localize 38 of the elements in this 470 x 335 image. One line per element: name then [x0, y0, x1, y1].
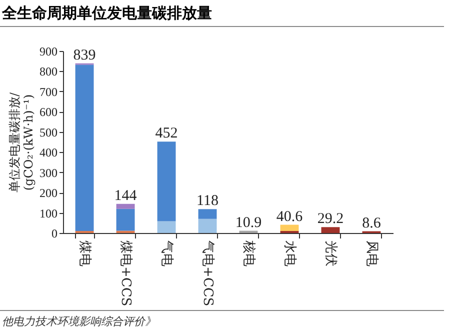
x-tick-label: 气电	[159, 240, 174, 266]
x-tick-label: 煤电+CCS	[118, 240, 134, 306]
y-tick-label: 500	[40, 125, 58, 140]
y-tick-label: 200	[40, 186, 58, 200]
x-tick-label: 光伏	[322, 240, 338, 266]
x-tick-label: 气电+CCS	[200, 240, 216, 306]
y-tick-label: 100	[40, 206, 58, 220]
bar	[280, 224, 299, 231]
bar	[116, 208, 135, 231]
total-label: 29.2	[317, 211, 344, 228]
total-label: 8.6	[362, 215, 382, 232]
total-label: 839	[73, 47, 96, 64]
chart-title: 全生命周期单位发电量碳排放量	[0, 0, 444, 27]
y-tick-label: 300	[40, 166, 58, 180]
y-axis-title: 单位发电量碳排放/ (gCO₂·(kW·h)⁻¹)	[8, 92, 36, 193]
text: 他电力技术环境影响综合评价》	[0, 310, 444, 332]
bar	[198, 218, 217, 233]
total-label: 40.6	[276, 208, 304, 225]
bar	[321, 227, 340, 233]
total-label: 118	[196, 193, 218, 210]
y-tick-label: 0	[52, 226, 58, 240]
bar	[157, 221, 176, 233]
bar	[198, 209, 217, 219]
y-tick-label: 400	[40, 146, 58, 160]
y-tick-label: 900	[40, 44, 58, 58]
total-label: 10.9	[235, 214, 262, 231]
bar	[157, 142, 176, 222]
bar	[116, 204, 135, 209]
x-tick-label: 风电	[364, 240, 379, 266]
y-tick-label: 600	[40, 105, 58, 120]
bar	[75, 64, 94, 231]
y-tick-label: 800	[40, 64, 58, 79]
y-tick-label: 700	[40, 84, 58, 99]
total-label: 144	[114, 188, 138, 204]
x-tick-label: 核电	[240, 240, 256, 266]
x-tick-label: 水电	[282, 240, 297, 266]
total-label: 452	[155, 126, 178, 142]
x-tick-label: 煤电	[77, 240, 92, 266]
